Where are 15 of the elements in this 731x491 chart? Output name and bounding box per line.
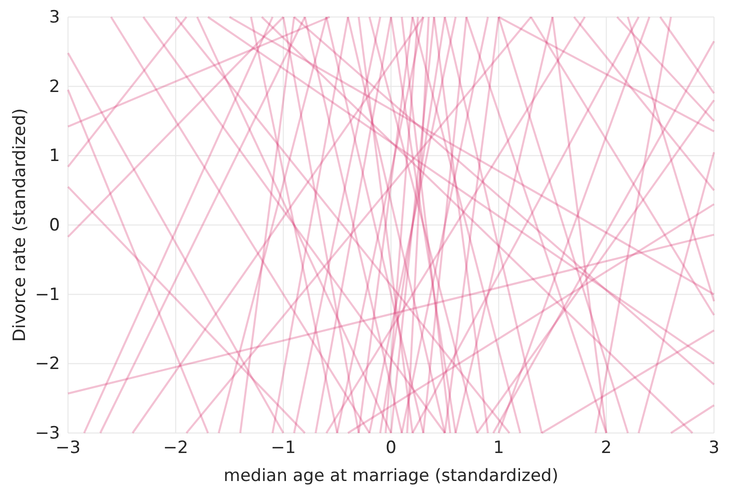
x-tick-label: 1 [493, 438, 504, 458]
y-tick-label: −2 [34, 354, 60, 374]
x-tick-label: 0 [386, 438, 396, 458]
x-tick-label: −2 [163, 438, 188, 458]
x-tick-label: −1 [270, 438, 296, 458]
y-tick-label: −3 [34, 423, 60, 444]
y-axis-title: Divorce rate (standardized) [10, 108, 30, 342]
y-tick-label: 0 [49, 215, 60, 236]
y-tick-label: 1 [49, 146, 60, 166]
x-tick-label: 3 [708, 438, 720, 458]
x-tick-label: 2 [600, 438, 612, 458]
y-tick-label: −1 [34, 284, 60, 305]
y-tick-label: 2 [49, 76, 60, 97]
y-tick-label: 3 [49, 7, 60, 28]
x-axis-title: median age at marriage (standardized) [224, 466, 558, 486]
